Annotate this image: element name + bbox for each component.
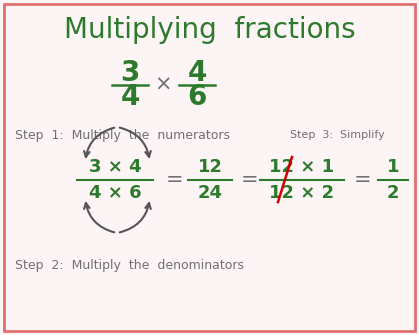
Text: =: = bbox=[241, 170, 259, 190]
Text: Step  1:  Multiply  the  numerators: Step 1: Multiply the numerators bbox=[15, 129, 230, 141]
Text: 4: 4 bbox=[120, 83, 140, 111]
Text: 12: 12 bbox=[197, 158, 222, 176]
Text: 2: 2 bbox=[387, 184, 399, 202]
Text: ×: × bbox=[154, 75, 172, 95]
Text: =: = bbox=[354, 170, 372, 190]
Text: 4 × 6: 4 × 6 bbox=[89, 184, 141, 202]
Text: 3 × 4: 3 × 4 bbox=[89, 158, 141, 176]
Text: 3: 3 bbox=[120, 59, 140, 87]
Text: 6: 6 bbox=[187, 83, 207, 111]
Text: 4: 4 bbox=[187, 59, 207, 87]
Text: =: = bbox=[166, 170, 184, 190]
Text: 12 × 2: 12 × 2 bbox=[269, 184, 334, 202]
Text: 24: 24 bbox=[197, 184, 222, 202]
Text: 12 × 1: 12 × 1 bbox=[269, 158, 334, 176]
Text: Multiplying  fractions: Multiplying fractions bbox=[64, 16, 356, 44]
Text: Step  3:  Simplify: Step 3: Simplify bbox=[290, 130, 385, 140]
Text: Step  2:  Multiply  the  denominators: Step 2: Multiply the denominators bbox=[15, 259, 244, 271]
Text: 1: 1 bbox=[387, 158, 399, 176]
